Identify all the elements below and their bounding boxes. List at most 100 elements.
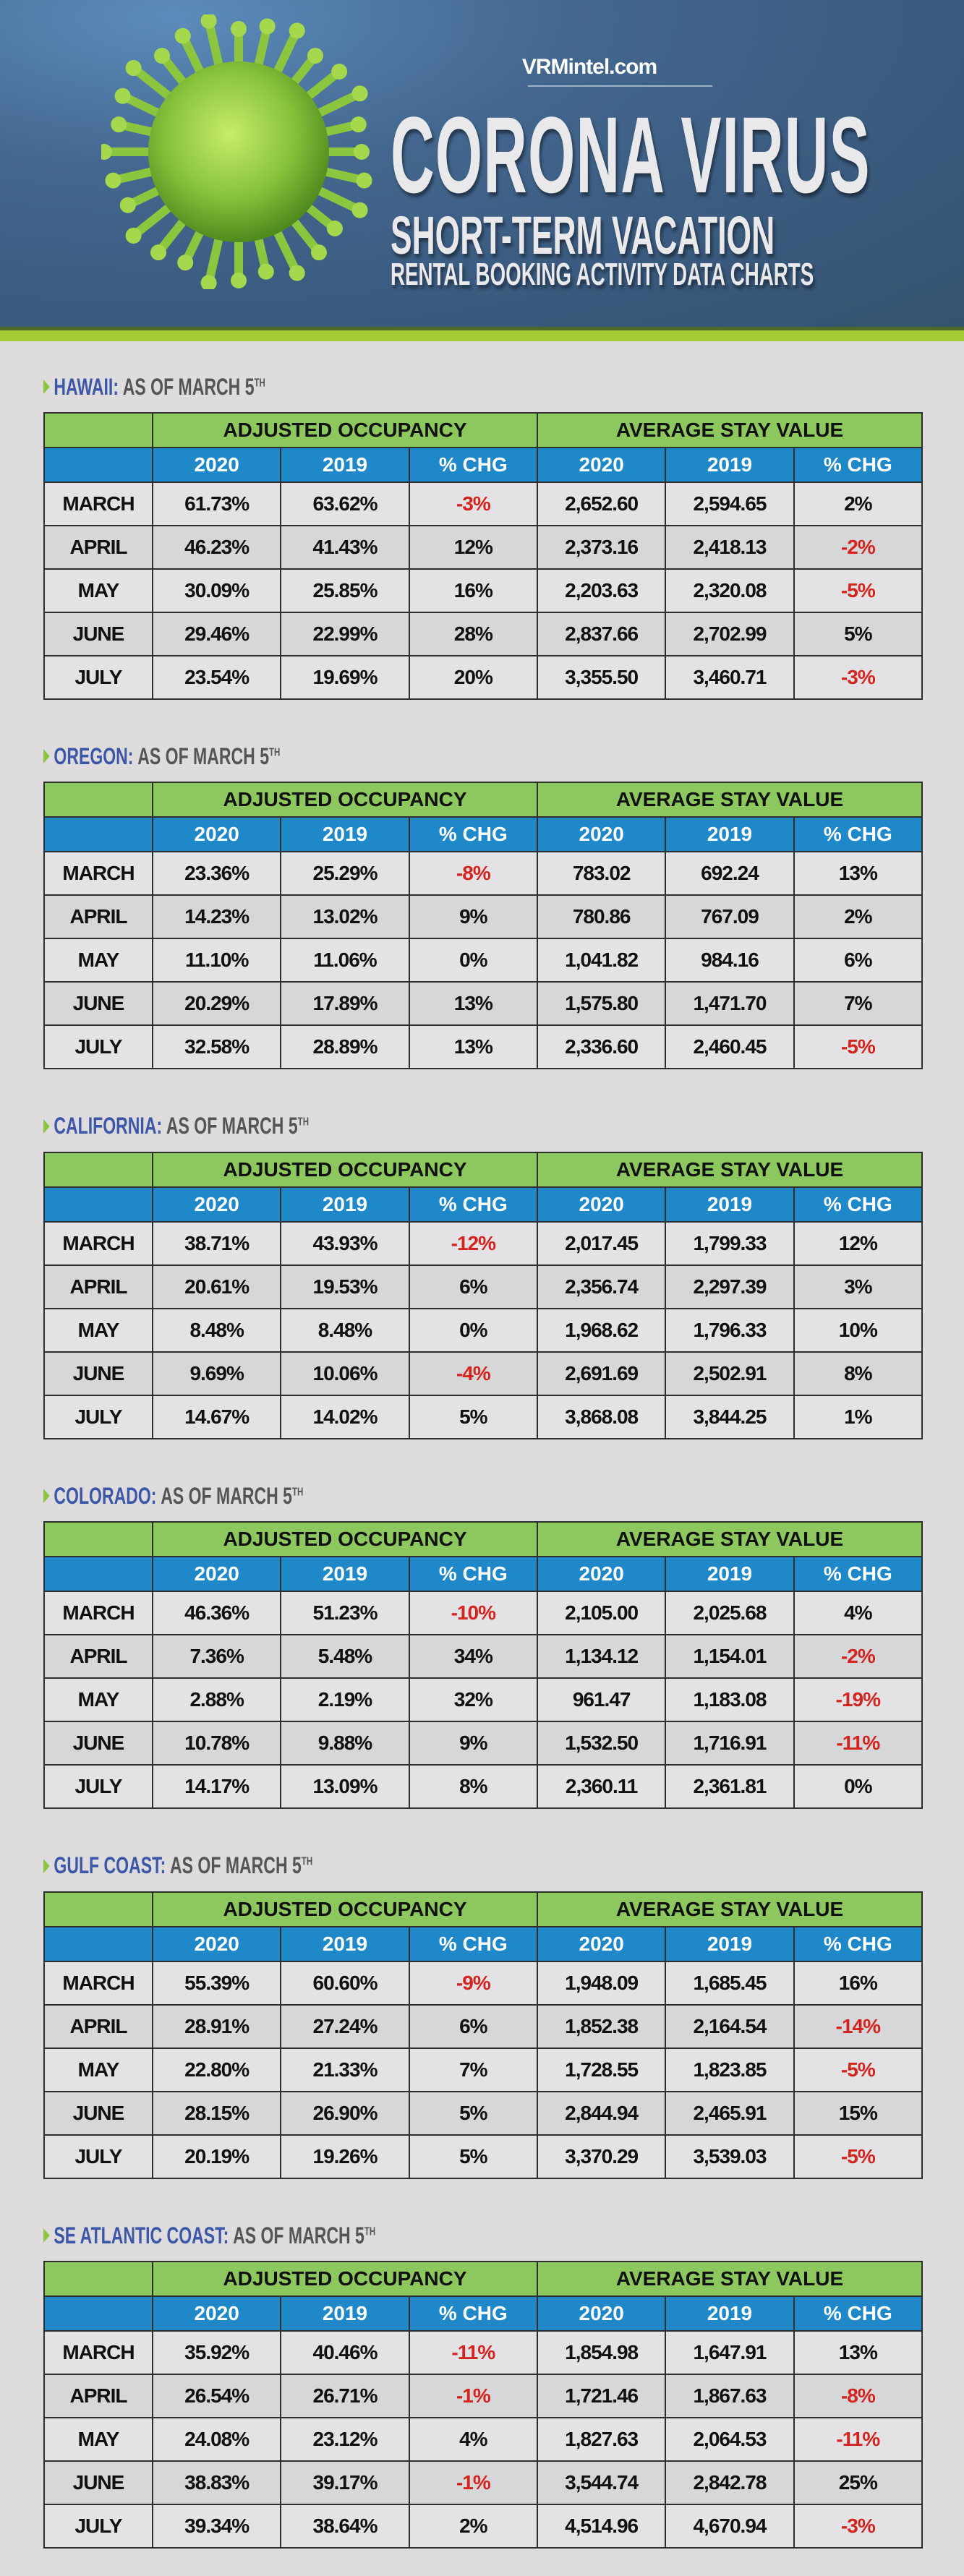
value-cell: 19.26% (280, 2134, 410, 2179)
empty-header (43, 2261, 153, 2297)
tagline: RENTAL BOOKING ACTIVITY DATA CHARTS (391, 257, 814, 292)
data-table: ADJUSTED OCCUPANCY AVERAGE STAY VALUE 20… (43, 1891, 924, 2179)
value-cell: 5% (408, 2134, 538, 2179)
column-header: 2019 (665, 816, 795, 853)
column-header: 2020 (151, 1556, 282, 1593)
value-cell: 22.99% (280, 612, 410, 656)
column-header: % CHG (793, 2295, 924, 2332)
value-cell: 14.23% (151, 894, 282, 940)
value-cell: 24.08% (151, 2417, 282, 2462)
triangle-bullet-icon (43, 380, 50, 394)
month-cell: MARCH (43, 1591, 153, 1636)
value-cell: -2% (793, 1634, 924, 1679)
value-cell: 13% (793, 2330, 924, 2375)
virus-spike-tip (125, 227, 142, 244)
sub-header-row: 2020 2019% CHG 2020 2019% CHG (43, 1925, 924, 1962)
value-cell: 1,799.33 (665, 1220, 795, 1266)
empty-header (43, 1891, 153, 1927)
month-cell: MAY (43, 2417, 153, 2462)
value-cell: 2.88% (151, 1677, 282, 1723)
value-cell: 23.54% (151, 655, 282, 700)
table-row: MAY 30.09% 25.85% 16% 2,203.63 2,320.08 -5% (43, 568, 924, 613)
value-cell: 3,868.08 (536, 1394, 667, 1439)
group-header-occupancy: ADJUSTED OCCUPANCY (152, 1151, 538, 1188)
value-cell: 60.60% (280, 1960, 410, 2006)
value-cell: 2,361.81 (665, 1764, 795, 1810)
value-cell: 5% (408, 1394, 538, 1439)
coronavirus-illustration (101, 14, 372, 289)
value-cell: 1,867.63 (665, 2374, 795, 2418)
value-cell: 6% (408, 2003, 538, 2049)
section-title: HAWAII: AS OF MARCH 5TH (43, 369, 677, 405)
table-row: MAY 24.08% 23.12% 4% 1,827.63 2,064.53 -11% (43, 2417, 924, 2462)
empty-header (43, 412, 153, 448)
value-cell: -8% (408, 851, 538, 897)
value-cell: 6% (793, 938, 924, 983)
group-header-stay-value: AVERAGE STAY VALUE (536, 1151, 924, 1188)
group-header-stay-value: AVERAGE STAY VALUE (536, 2261, 924, 2297)
value-cell: -1% (408, 2460, 538, 2505)
virus-spike-tip (119, 197, 136, 213)
value-cell: 39.34% (151, 2504, 282, 2549)
data-table: ADJUSTED OCCUPANCY AVERAGE STAY VALUE 20… (43, 782, 924, 1070)
value-cell: 25% (793, 2460, 924, 2505)
table-row: MAY 11.10% 11.06% 0% 1,041.82 984.16 6% (43, 938, 924, 983)
value-cell: 1,685.45 (665, 1960, 795, 2006)
accent-stripe (0, 330, 964, 341)
table-row: JULY 14.17% 13.09% 8% 2,360.11 2,361.81 0% (43, 1764, 924, 1810)
value-cell: 2,203.63 (536, 568, 667, 613)
value-cell: 1,471.70 (665, 981, 795, 1027)
value-cell: 34% (408, 1634, 538, 1679)
value-cell: 1,647.91 (665, 2330, 795, 2375)
table-row: MARCH 23.36% 25.29% -8% 783.02 692.24 13% (43, 851, 924, 897)
month-cell: MAY (43, 938, 153, 983)
value-cell: 1% (793, 1394, 924, 1439)
value-cell: 1,728.55 (536, 2047, 667, 2092)
value-cell: 5% (408, 2090, 538, 2136)
month-cell: JUNE (43, 2460, 153, 2505)
value-cell: 27.24% (280, 2003, 410, 2049)
value-cell: 13% (408, 1024, 538, 1070)
region-name: COLORADO: (54, 1482, 157, 1509)
section-title: SE ATLANTIC COAST: AS OF MARCH 5TH (43, 2217, 677, 2254)
column-header: 2019 (280, 447, 410, 483)
month-cell: JUNE (43, 1351, 153, 1396)
virus-spike-tip (350, 116, 367, 133)
month-cell: JULY (43, 655, 153, 700)
as-of-date: AS OF MARCH 5TH (233, 2222, 375, 2249)
value-cell: -1% (408, 2374, 538, 2418)
value-cell: 30.09% (151, 568, 282, 613)
value-cell: 25.85% (280, 568, 410, 613)
value-cell: 780.86 (536, 894, 667, 940)
region-section: SE ATLANTIC COAST: AS OF MARCH 5TH ADJUS… (43, 2217, 924, 2549)
value-cell: 46.23% (151, 525, 282, 570)
value-cell: 16% (793, 1960, 924, 2006)
as-of-date: AS OF MARCH 5TH (161, 1483, 303, 1510)
value-cell: 14.67% (151, 1394, 282, 1439)
value-cell: 1,532.50 (536, 1721, 667, 1766)
value-cell: 26.90% (280, 2090, 410, 2136)
section-title: GULF COAST: AS OF MARCH 5TH (43, 1848, 677, 1884)
value-cell: 961.47 (536, 1677, 667, 1723)
value-cell: 63.62% (280, 482, 410, 526)
region-section: OREGON: AS OF MARCH 5TH ADJUSTED OCCUPAN… (43, 738, 924, 1070)
table-row: MARCH 61.73% 63.62% -3% 2,652.60 2,594.65 2% (43, 482, 924, 526)
as-of-text: AS OF MARCH 5 (137, 743, 270, 769)
ordinal-suffix: TH (269, 746, 281, 759)
triangle-bullet-icon (43, 1858, 50, 1873)
value-cell: 43.93% (280, 1220, 410, 1266)
as-of-text: AS OF MARCH 5 (170, 1852, 302, 1879)
value-cell: 2,502.91 (665, 1351, 795, 1396)
value-cell: 13.09% (280, 1764, 410, 1810)
group-header-occupancy: ADJUSTED OCCUPANCY (152, 412, 538, 448)
value-cell: 21.33% (280, 2047, 410, 2092)
empty-header (43, 1186, 153, 1223)
virus-spike-tip (289, 265, 305, 281)
virus-spike-tip (354, 144, 370, 160)
value-cell: 3,370.29 (536, 2134, 667, 2179)
month-cell: APRIL (43, 1634, 153, 1679)
table-row: APRIL 28.91% 27.24% 6% 1,852.38 2,164.54 -14% (43, 2003, 924, 2049)
empty-header (43, 1556, 153, 1593)
sub-header-row: 2020 2019% CHG 2020 2019% CHG (43, 1556, 924, 1593)
value-cell: -3% (408, 482, 538, 526)
